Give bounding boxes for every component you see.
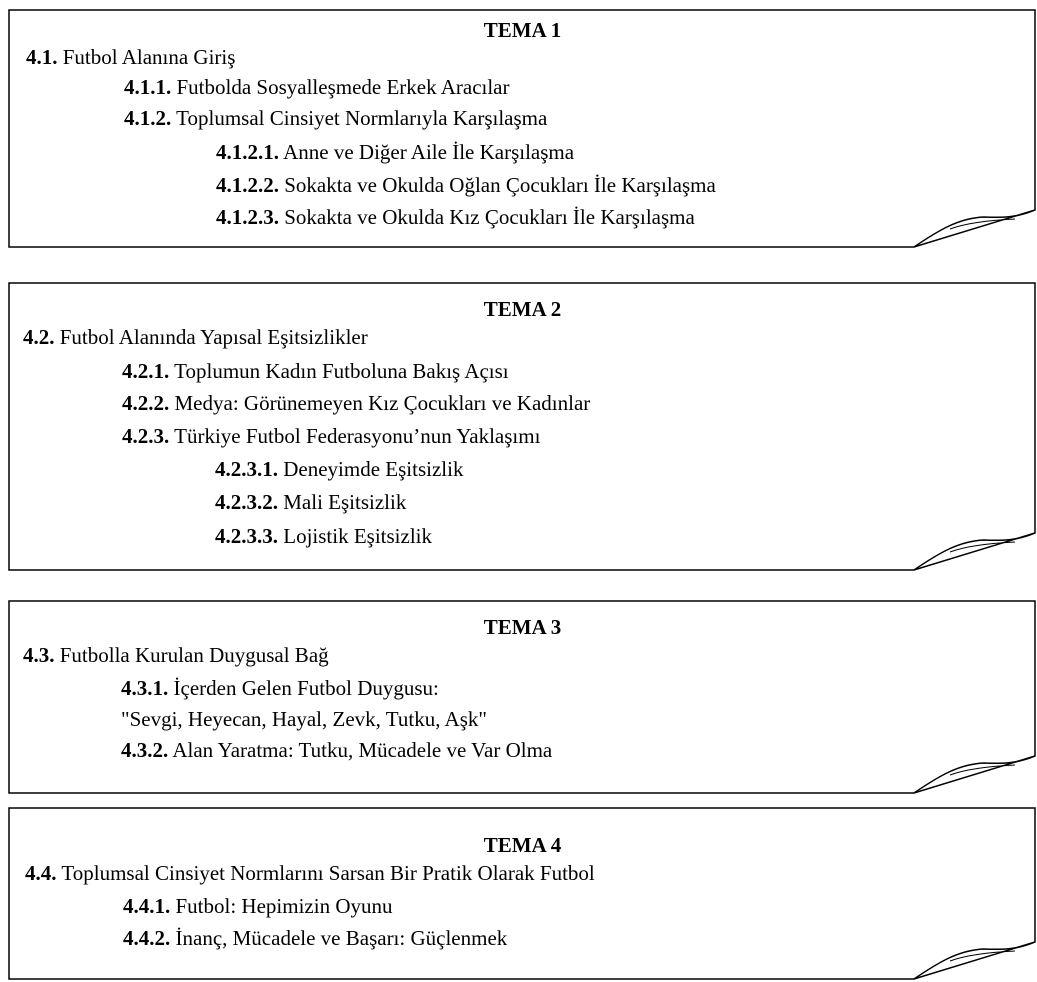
theme-title: TEMA 4	[483, 833, 562, 857]
subsection-continuation-line: "Sevgi, Heyecan, Hayal, Zevk, Tutku, Aşk…	[121, 707, 487, 731]
subsection-line: 4.1.2. Toplumsal Cinsiyet Normlarıyla Ka…	[124, 106, 548, 130]
page-curl-frame	[8, 807, 1036, 980]
section-line: 4.2. Futbol Alanında Yapısal Eşitsizlikl…	[23, 325, 368, 349]
page-curl-frame	[8, 9, 1036, 248]
subsection-line: 4.3.1. İçerden Gelen Futbol Duygusu:	[121, 676, 439, 700]
subsubsection-line: 4.2.3.3. Lojistik Eşitsizlik	[215, 524, 433, 548]
theme-title: TEMA 2	[483, 297, 562, 321]
page-curl-frame	[8, 600, 1036, 794]
theme-box-3: TEMA 3 4.3. Futbolla Kurulan Duygusal Ba…	[8, 600, 1036, 794]
theme-box-1: TEMA 1 4.1. Futbol Alanına Giriş 4.1.1. …	[8, 9, 1036, 248]
subsubsection-line: 4.2.3.1. Deneyimde Eşitsizlik	[215, 457, 464, 481]
subsubsection-line: 4.1.2.2. Sokakta ve Okulda Oğlan Çocukla…	[216, 173, 716, 197]
subsection-line: 4.2.2. Medya: Görünemeyen Kız Çocukları …	[122, 391, 591, 415]
subsubsection-line: 4.1.2.1. Anne ve Diğer Aile İle Karşılaş…	[216, 140, 575, 164]
theme-box-2: TEMA 2 4.2. Futbol Alanında Yapısal Eşit…	[8, 282, 1036, 571]
section-line: 4.1. Futbol Alanına Giriş	[26, 45, 236, 69]
theme-box-4: TEMA 4 4.4. Toplumsal Cinsiyet Normların…	[8, 807, 1036, 980]
subsection-line: 4.2.1. Toplumun Kadın Futboluna Bakış Aç…	[122, 359, 509, 383]
subsubsection-line: 4.1.2.3. Sokakta ve Okulda Kız Çocukları…	[216, 205, 695, 229]
subsubsection-line: 4.2.3.2. Mali Eşitsizlik	[215, 490, 407, 514]
subsection-line: 4.1.1. Futbolda Sosyalleşmede Erkek Arac…	[124, 75, 510, 99]
subsection-line: 4.4.2. İnanç, Mücadele ve Başarı: Güçlen…	[123, 926, 508, 950]
subsection-line: 4.2.3. Türkiye Futbol Federasyonu’nun Ya…	[122, 424, 541, 448]
theme-title: TEMA 3	[483, 615, 562, 639]
section-line: 4.3. Futbolla Kurulan Duygusal Bağ	[23, 643, 329, 667]
theme-title: TEMA 1	[483, 18, 562, 42]
page-curl-frame	[8, 282, 1036, 571]
subsection-line: 4.4.1. Futbol: Hepimizin Oyunu	[123, 894, 393, 918]
section-line: 4.4. Toplumsal Cinsiyet Normlarını Sarsa…	[25, 861, 595, 885]
subsection-line: 4.3.2. Alan Yaratma: Tutku, Mücadele ve …	[121, 738, 553, 762]
